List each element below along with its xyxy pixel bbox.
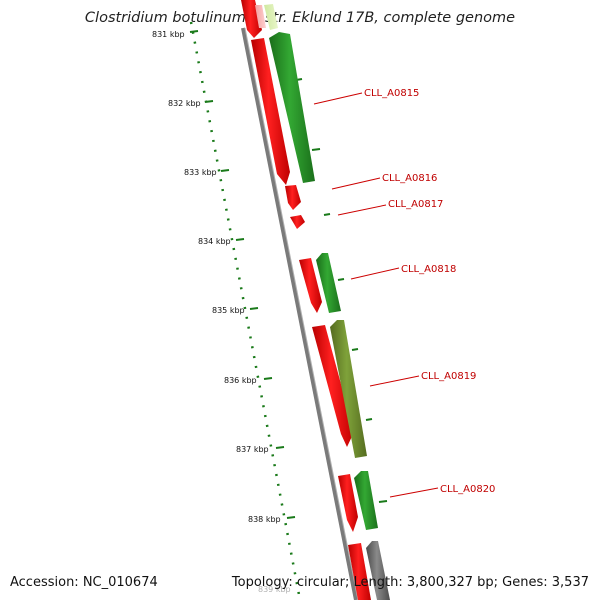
gene-red-a0818 (299, 258, 322, 313)
gene-red-a0817 (290, 215, 305, 229)
accession-text: Accession: NC_010674 (10, 575, 158, 590)
gene-red-bottom (348, 543, 371, 600)
forward-genes (241, 0, 371, 600)
genome-backbone-highlight (244, 27, 359, 600)
gene-green-a0820 (354, 471, 378, 530)
gene-label-cll-a0815: CLL_A0815 (364, 88, 419, 99)
gene-lightgreen-top (264, 4, 278, 30)
gene-red-a0820 (338, 474, 358, 532)
axis-label-837-kbp: 837 kbp (236, 445, 269, 454)
gene-red-a0815 (251, 38, 290, 185)
genome-summary-text: Topology: circular; Length: 3,800,327 bp… (231, 575, 589, 590)
gene-label-cll-a0816: CLL_A0816 (382, 173, 437, 184)
axis-label-836-kbp: 836 kbp (224, 376, 257, 385)
gene-green-a0818 (316, 253, 341, 313)
axis-label-833-kbp: 833 kbp (184, 168, 217, 177)
gene-pink-top (255, 5, 266, 28)
axis-label-831-kbp: 831 kbp (152, 30, 185, 39)
gene-red-a0819 (312, 325, 354, 447)
gene-olive-a0819 (330, 320, 367, 458)
axis-label-834-kbp: 834 kbp (198, 237, 231, 246)
axis-label-838-kbp: 838 kbp (248, 515, 281, 524)
gene-label-cll-a0818: CLL_A0818 (401, 264, 456, 275)
position-track (189, 21, 302, 600)
gene-label-cll-a0817: CLL_A0817 (388, 199, 443, 210)
gene-label-leaders (313, 92, 439, 498)
outer-tick-marks (295, 78, 388, 503)
reverse-genes (264, 4, 390, 600)
kbp-major-ticks (189, 30, 296, 519)
axis-label-839-kbp: 839 kbp (258, 585, 291, 594)
genome-backbone (241, 27, 358, 600)
axis-label-832-kbp: 832 kbp (168, 99, 201, 108)
gene-red-a0816 (285, 185, 301, 210)
axis-label-835-kbp: 835 kbp (212, 306, 245, 315)
gene-gray-bottom (366, 541, 390, 600)
map-title: Clostridium botulinum B str. Eklund 17B,… (84, 10, 516, 26)
gene-label-cll-a0820: CLL_A0820 (440, 484, 495, 495)
gene-green-a0815 (269, 32, 315, 183)
gene-label-cll-a0819: CLL_A0819 (421, 371, 476, 382)
